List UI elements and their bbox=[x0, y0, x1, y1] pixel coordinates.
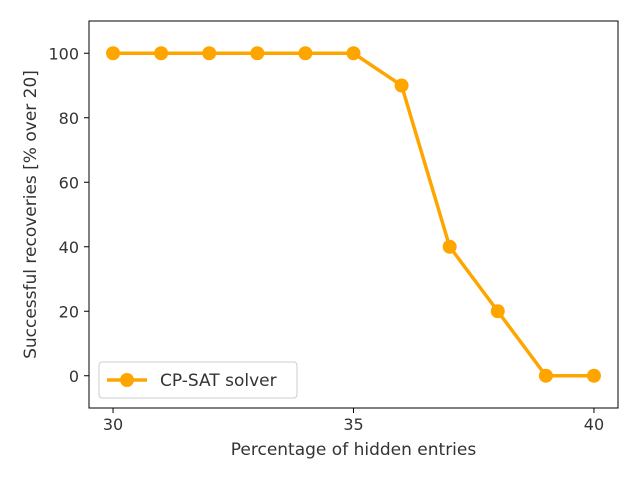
x-axis-title: Percentage of hidden entries bbox=[231, 440, 477, 460]
series-layer bbox=[106, 46, 601, 383]
data-point bbox=[586, 368, 601, 383]
legend: CP-SAT solver bbox=[98, 361, 298, 399]
legend-point-marker bbox=[120, 373, 134, 387]
y-axis-ticks: 0 20 40 60 80 100 bbox=[48, 44, 89, 386]
plot-background bbox=[89, 21, 618, 408]
x-tick-label: 30 bbox=[103, 415, 123, 434]
data-point bbox=[250, 46, 265, 61]
data-point bbox=[154, 46, 169, 61]
legend-label: CP-SAT solver bbox=[160, 371, 277, 391]
plot-frame bbox=[88, 20, 619, 409]
data-point bbox=[202, 46, 217, 61]
data-point bbox=[346, 46, 361, 61]
x-tick-label: 35 bbox=[343, 415, 363, 434]
y-tick-label: 100 bbox=[48, 44, 79, 63]
legend-box bbox=[98, 361, 298, 399]
y-axis-title: Successful recoveries [% over 20] bbox=[21, 70, 41, 359]
data-point bbox=[442, 239, 457, 254]
y-tick-label: 20 bbox=[59, 302, 79, 321]
x-tick-label: 40 bbox=[584, 415, 604, 434]
data-point bbox=[394, 78, 409, 93]
y-tick-label: 0 bbox=[69, 367, 79, 386]
y-tick-label: 80 bbox=[59, 109, 79, 128]
data-point bbox=[298, 46, 313, 61]
y-tick-label: 60 bbox=[59, 173, 79, 192]
data-point bbox=[490, 304, 505, 319]
x-axis-ticks: 30 35 40 bbox=[103, 408, 604, 434]
y-tick-label: 40 bbox=[59, 238, 79, 257]
data-point bbox=[538, 368, 553, 383]
data-point bbox=[106, 46, 121, 61]
